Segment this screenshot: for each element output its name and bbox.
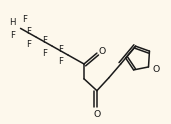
- Text: F: F: [10, 31, 15, 40]
- Text: F: F: [26, 27, 31, 36]
- Text: O: O: [98, 47, 106, 56]
- Text: F: F: [42, 49, 47, 58]
- Text: F: F: [58, 45, 63, 54]
- Text: F: F: [42, 36, 47, 45]
- Text: O: O: [93, 110, 101, 119]
- Text: F: F: [58, 58, 63, 66]
- Text: O: O: [153, 65, 160, 74]
- Text: F: F: [22, 15, 27, 24]
- Text: H: H: [9, 18, 16, 27]
- Text: F: F: [26, 40, 31, 49]
